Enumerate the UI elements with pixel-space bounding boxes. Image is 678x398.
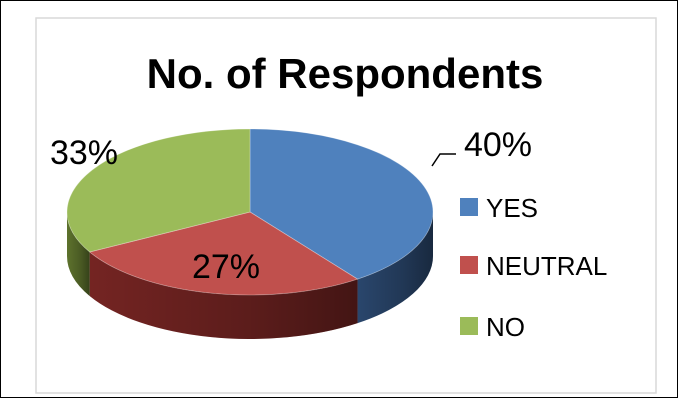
- plot-area-border: [35, 17, 657, 394]
- legend-swatch-no: [460, 317, 478, 335]
- pie-slice-no: [66, 128, 251, 253]
- slice-label-yes: 40%: [464, 126, 532, 164]
- slice-label-neutral: 27%: [192, 248, 260, 286]
- legend-label-neutral: NEUTRAL: [486, 251, 607, 281]
- pie-side-shade-neutral: [89, 251, 358, 339]
- legend-label-yes: YES: [486, 193, 538, 223]
- slice-label-no: 33%: [50, 134, 118, 172]
- legend-label-no: NO: [486, 312, 525, 342]
- legend-swatch-yes: [460, 198, 478, 216]
- legend-swatch-neutral: [460, 256, 478, 274]
- pie-side-shade-yes: [357, 212, 433, 324]
- pie-slice-neutral: [88, 211, 359, 296]
- legend: YES NEUTRAL NO: [460, 193, 607, 342]
- chart-title: No. of Respondents: [147, 50, 544, 97]
- pie-group: [66, 128, 434, 339]
- pie-side-shade-no: [67, 212, 90, 296]
- pie-slice-yes: [249, 128, 434, 280]
- yes-label-leader: [431, 153, 456, 167]
